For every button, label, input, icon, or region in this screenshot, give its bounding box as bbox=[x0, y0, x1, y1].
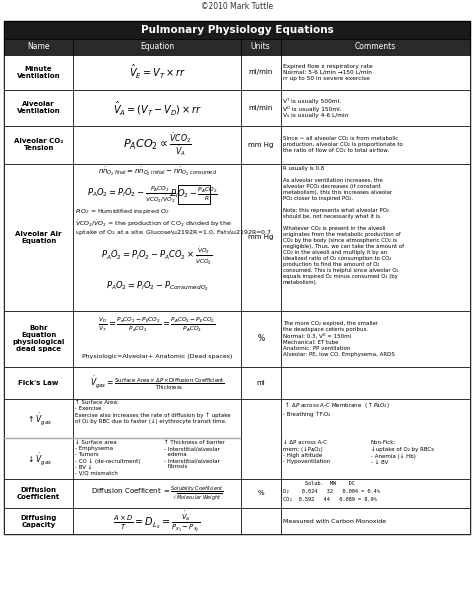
Bar bbox=[281, 126, 470, 164]
Bar bbox=[281, 399, 470, 479]
Text: $\hat{V}_E = V_T \times rr$: $\hat{V}_E = V_T \times rr$ bbox=[128, 63, 186, 82]
Text: $\uparrow \dot{V}_{gas}$: $\uparrow \dot{V}_{gas}$ bbox=[26, 411, 52, 427]
Text: $\frac{A \times D}{T} = D_{L_s} = \frac{\dot{V}_a}{P_{x_1} - P_{x_2}}$: $\frac{A \times D}{T} = D_{L_s} = \frac{… bbox=[113, 509, 201, 533]
Bar bbox=[4, 399, 73, 479]
Text: Bohr
Equation
physiological
dead space: Bohr Equation physiological dead space bbox=[12, 326, 65, 352]
Text: ml/min: ml/min bbox=[248, 105, 273, 111]
Text: ml: ml bbox=[256, 380, 265, 386]
Text: $P_ACO_2 \propto \frac{\dot{V}CO_2}{\dot{V}_A}$: $P_ACO_2 \propto \frac{\dot{V}CO_2}{\dot… bbox=[123, 131, 191, 158]
Bar bbox=[4, 21, 470, 39]
Bar bbox=[241, 399, 281, 479]
Bar bbox=[73, 508, 241, 534]
Bar bbox=[73, 39, 241, 55]
Bar bbox=[73, 367, 241, 399]
Bar bbox=[281, 508, 470, 534]
Bar bbox=[73, 164, 241, 311]
Text: $\uparrow$ $\Delta P$ across A-C Membrane  ($\uparrow P_AO_2$)
- Breathing ↑FᵢO₂: $\uparrow$ $\Delta P$ across A-C Membran… bbox=[283, 400, 390, 417]
Text: %: % bbox=[257, 335, 264, 343]
Bar bbox=[4, 21, 470, 534]
Text: $\dot{V}CO_2/\dot{V}O_2$ = the production of CO$_2$ divided by the: $\dot{V}CO_2/\dot{V}O_2$ = the productio… bbox=[75, 218, 232, 229]
Bar bbox=[4, 126, 73, 164]
Text: Alveolar
Ventilation: Alveolar Ventilation bbox=[17, 101, 61, 115]
Text: $P_IO_2$ = Humidified inspired $O_2$: $P_IO_2$ = Humidified inspired $O_2$ bbox=[75, 207, 170, 216]
Text: ↓ ΔP across A-C
mem: (↓PᴀO₂)
- High altitude
- Hypoventilation: ↓ ΔP across A-C mem: (↓PᴀO₂) - High alti… bbox=[283, 440, 330, 464]
Text: mm Hg: mm Hg bbox=[248, 234, 273, 240]
Bar bbox=[241, 508, 281, 534]
Text: Diffusion Coefficent $= \frac{Solubility\ Coefficient}{\sqrt{Molecular\ Weight}}: Diffusion Coefficent $= \frac{Solubility… bbox=[91, 484, 223, 503]
Bar bbox=[4, 367, 73, 399]
Text: $P_AO_2 = P_IO_2 - P_{ConsumedO_2}$: $P_AO_2 = P_IO_2 - P_{ConsumedO_2}$ bbox=[106, 280, 209, 293]
Text: ↑ Thickness of barrier
- Interstitial/alveolar
  edema
- Interstitial/alveolar
 : ↑ Thickness of barrier - Interstitial/al… bbox=[164, 440, 224, 469]
Bar bbox=[4, 39, 73, 55]
Bar bbox=[281, 479, 470, 508]
Text: Alveolar Air
Equation: Alveolar Air Equation bbox=[15, 230, 62, 244]
Bar bbox=[241, 479, 281, 508]
Text: ↓ Surface area
- Emphysema
- Tumors
- CO ↓ (de-recruitment)
- BV ↓
- Ṿ/Q mismatc: ↓ Surface area - Emphysema - Tumors - CO… bbox=[75, 440, 141, 476]
Text: ©2010 Mark Tuttle: ©2010 Mark Tuttle bbox=[201, 2, 273, 10]
Text: Physiologic=Alveolar+ Anatomic (Dead spaces): Physiologic=Alveolar+ Anatomic (Dead spa… bbox=[82, 354, 232, 359]
Bar bbox=[4, 164, 73, 311]
Text: Fick's Law: Fick's Law bbox=[18, 380, 59, 386]
Text: R usually is 0.8

As alveolar ventilation increases, the
alveolar PCO₂ decreases: R usually is 0.8 As alveolar ventilation… bbox=[283, 166, 404, 285]
Bar bbox=[73, 90, 241, 126]
Bar bbox=[241, 39, 281, 55]
Text: $\dot{V}_{gas} = \frac{\mathrm{Surface\ Area} \times \Delta P \times \mathrm{Dif: $\dot{V}_{gas} = \frac{\mathrm{Surface\ … bbox=[90, 375, 225, 392]
Text: %: % bbox=[257, 490, 264, 497]
Bar bbox=[73, 311, 241, 367]
Bar bbox=[4, 55, 73, 90]
Text: Expired flow x respiratory rate
Normal: 5-6 L/min →150 L/min
rr up to 50 in seve: Expired flow x respiratory rate Normal: … bbox=[283, 64, 373, 81]
Text: $\mathit{n}\dot{n}_{O_2\ final} = \mathit{n}\dot{n}_{O_2\ initial} - \mathit{n}\: $\mathit{n}\dot{n}_{O_2\ final} = \mathi… bbox=[98, 166, 217, 178]
Text: O₂    0.024   32   0.004 = 0.4%: O₂ 0.024 32 0.004 = 0.4% bbox=[283, 489, 380, 493]
Text: Alveolar CO₂
Tension: Alveolar CO₂ Tension bbox=[14, 138, 64, 151]
Bar bbox=[281, 164, 470, 311]
Bar bbox=[281, 55, 470, 90]
Text: Measured with Carbon Monoxide: Measured with Carbon Monoxide bbox=[283, 519, 386, 524]
Bar bbox=[73, 126, 241, 164]
Text: Vᵀ is usually 500ml.
Vᴰ is usually 150ml.
Vₐ is usually 4-6 L/min: Vᵀ is usually 500ml. Vᴰ is usually 150ml… bbox=[283, 98, 348, 118]
Text: Non-Fick:
↓uptake of O₂ by RBCs
- Anemia (↓ Hb)
- ↓ BV: Non-Fick: ↓uptake of O₂ by RBCs - Anemia… bbox=[371, 440, 434, 465]
Text: Name: Name bbox=[27, 42, 50, 51]
Bar bbox=[281, 311, 470, 367]
Text: Diffusion
Coefficient: Diffusion Coefficient bbox=[17, 487, 60, 500]
Bar bbox=[4, 438, 241, 439]
Text: Pulmonary Physiology Equations: Pulmonary Physiology Equations bbox=[141, 25, 333, 35]
Text: Minute
Ventilation: Minute Ventilation bbox=[17, 66, 61, 79]
Text: mm Hg: mm Hg bbox=[248, 142, 273, 148]
Text: CO₂  0.592   44   0.089 = 8.9%: CO₂ 0.592 44 0.089 = 8.9% bbox=[283, 497, 377, 501]
Bar bbox=[4, 90, 73, 126]
Bar bbox=[73, 479, 241, 508]
Bar bbox=[241, 311, 281, 367]
Bar bbox=[4, 479, 73, 508]
Bar bbox=[281, 39, 470, 55]
Bar bbox=[241, 126, 281, 164]
Text: The more CO₂ expired, the smaller
the deadspace ceteris poribus.
Normal: 0.3, Vᴰ: The more CO₂ expired, the smaller the de… bbox=[283, 321, 395, 357]
Text: Equation: Equation bbox=[140, 42, 174, 51]
Bar bbox=[281, 367, 470, 399]
Bar bbox=[4, 311, 73, 367]
Text: $\downarrow \dot{V}_{gas}$: $\downarrow \dot{V}_{gas}$ bbox=[26, 451, 52, 466]
Text: $\frac{V_D}{V_T} = \frac{P_aCO_2 - P_ECO_2}{P_aCO_2} = \frac{P_ACO_2 - P_ECO_2}{: $\frac{V_D}{V_T} = \frac{P_aCO_2 - P_ECO… bbox=[98, 315, 216, 333]
Text: $P_AO_2 = P_IO_2 - P_ACO_2 \times \frac{\dot{V}O_2}{\dot{V}CO_2}$: $P_AO_2 = P_IO_2 - P_ACO_2 \times \frac{… bbox=[101, 245, 213, 267]
Text: Since ∼ all alveolar CO₂ is from metabolic
production, alveolar CO₂ is proportio: Since ∼ all alveolar CO₂ is from metabol… bbox=[283, 136, 403, 153]
Bar bbox=[178, 185, 210, 204]
Bar bbox=[4, 508, 73, 534]
Bar bbox=[73, 55, 241, 90]
Text: Comments: Comments bbox=[355, 42, 396, 51]
Bar bbox=[241, 367, 281, 399]
Text: Diffusing
Capacity: Diffusing Capacity bbox=[20, 514, 57, 528]
Text: $P_IO_2 - \frac{P_ACO_2}{R}$: $P_IO_2 - \frac{P_ACO_2}{R}$ bbox=[170, 186, 218, 203]
Text: Units: Units bbox=[251, 42, 271, 51]
Text: uptake of O$_2$ at a site. Glucose\u2192R=1.0, Fats\u2192R=0.7.: uptake of O$_2$ at a site. Glucose\u2192… bbox=[75, 228, 274, 237]
Text: $\hat{V}_A = (V_T - V_D) \times rr$: $\hat{V}_A = (V_T - V_D) \times rr$ bbox=[112, 99, 202, 117]
Bar bbox=[241, 90, 281, 126]
Text: Solub.  MW    DC: Solub. MW DC bbox=[283, 481, 355, 485]
Bar bbox=[241, 164, 281, 311]
Text: ml/min: ml/min bbox=[248, 69, 273, 75]
Text: =: = bbox=[168, 190, 175, 199]
Text: $P_AO_2 = P_IO_2 - \frac{P_ACO_2}{\dot{V}CO_2/\dot{V}O_2}$: $P_AO_2 = P_IO_2 - \frac{P_ACO_2}{\dot{V… bbox=[87, 184, 175, 205]
Bar bbox=[73, 399, 241, 479]
Bar bbox=[281, 90, 470, 126]
Bar bbox=[241, 55, 281, 90]
Text: ↑ Surface Area:
- Exercise
Exercise also increases the rate of diffusion by ↑ up: ↑ Surface Area: - Exercise Exercise also… bbox=[75, 400, 231, 424]
